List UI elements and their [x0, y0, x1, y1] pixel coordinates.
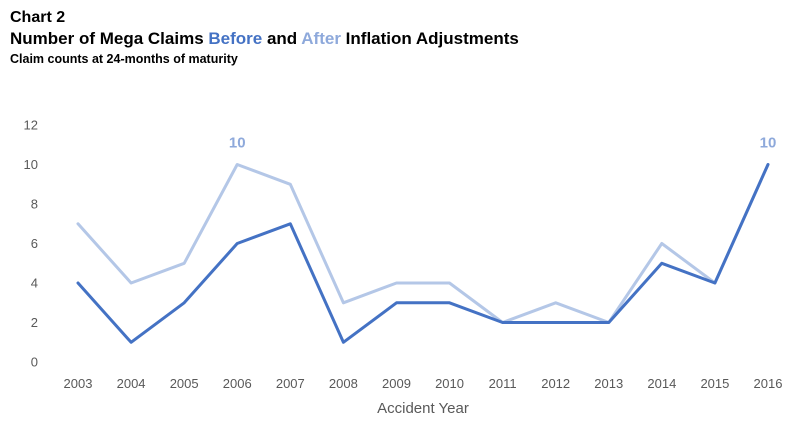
y-tick-label: 6	[31, 236, 38, 251]
x-tick-label: 2005	[170, 376, 199, 391]
data-label: 10	[229, 135, 246, 152]
y-tick-label: 2	[31, 315, 38, 330]
title-part-3: and	[262, 29, 302, 48]
x-tick-label: 2012	[541, 376, 570, 391]
x-tick-label: 2004	[117, 376, 146, 391]
x-tick-label: 2006	[223, 376, 252, 391]
x-tick-label: 2011	[489, 376, 517, 391]
series-line-before	[76, 163, 770, 344]
title-word-after: After	[301, 29, 341, 48]
x-tick-label: 2016	[754, 376, 783, 391]
x-tick-label: 2003	[64, 376, 93, 391]
x-tick-label: 2010	[435, 376, 464, 391]
data-label: 10	[760, 135, 777, 152]
y-axis-ticks: 0 2 4 6 8 10 12	[24, 118, 38, 370]
x-tick-label: 2015	[700, 376, 729, 391]
title-part-5: Inflation Adjustments	[340, 29, 519, 48]
y-tick-label: 12	[24, 118, 38, 133]
title-word-before: Before	[208, 29, 263, 48]
series-layer	[76, 163, 770, 344]
x-tick-label: 2009	[382, 376, 411, 391]
chart-subtitle: Claim counts at 24-months of maturity	[10, 52, 238, 66]
chart-header: Chart 2 Number of Mega Claims Before and…	[10, 8, 519, 68]
title-part-1: Number of Mega Claims	[10, 29, 209, 48]
x-tick-label: 2007	[276, 376, 305, 391]
series-line-after	[76, 163, 770, 324]
y-tick-label: 10	[24, 157, 38, 172]
x-axis-title: Accident Year	[377, 400, 469, 417]
y-tick-label: 8	[31, 197, 38, 212]
x-axis-ticks: 2003 2004 2005 2006 2007 2008 2009 2010 2011 2012…	[64, 376, 783, 391]
data-labels: 10 10	[229, 135, 776, 152]
y-tick-label: 0	[31, 355, 38, 370]
chart-title: Number of Mega Claims Before and After I…	[10, 28, 519, 50]
x-tick-label: 2008	[329, 376, 358, 391]
x-tick-label: 2014	[647, 376, 676, 391]
y-tick-label: 4	[31, 276, 38, 291]
chart-number-label: Chart 2	[10, 9, 66, 26]
x-tick-label: 2013	[594, 376, 623, 391]
